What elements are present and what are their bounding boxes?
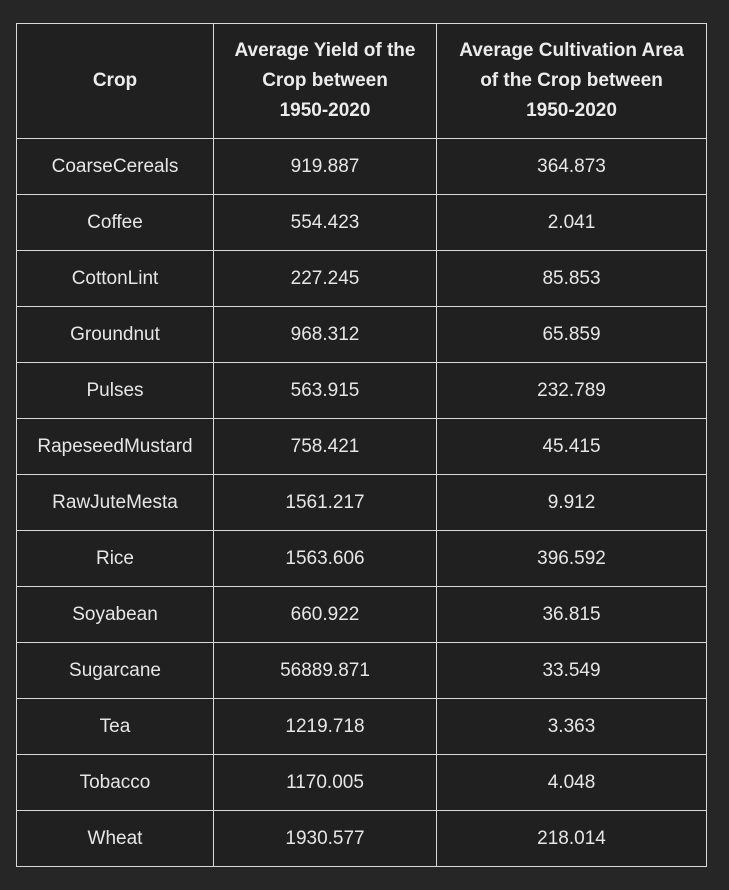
cell-area: 396.592 [436, 530, 707, 587]
cell-crop: Pulses [16, 362, 214, 419]
cell-area: 3.363 [436, 698, 707, 755]
cell-yield: 1930.577 [213, 810, 437, 867]
table-row: Soyabean 660.922 36.815 [16, 586, 707, 643]
header-average-yield-line: Crop between [262, 70, 388, 91]
table-row: Sugarcane 56889.871 33.549 [16, 642, 707, 699]
cell-crop: Wheat [16, 810, 214, 867]
cell-area: 4.048 [436, 754, 707, 811]
table-row: CottonLint 227.245 85.853 [16, 250, 707, 307]
table-row: Coffee 554.423 2.041 [16, 194, 707, 251]
header-average-area-line: Average Cultivation Area [459, 40, 684, 61]
cell-area: 364.873 [436, 138, 707, 195]
cell-crop: CoarseCereals [16, 138, 214, 195]
table-header-row: Crop Average Yield of the Crop between 1… [16, 23, 707, 139]
cell-crop: RawJuteMesta [16, 474, 214, 531]
cell-yield: 56889.871 [213, 642, 437, 699]
cell-yield: 227.245 [213, 250, 437, 307]
cell-area: 36.815 [436, 586, 707, 643]
header-average-yield: Average Yield of the Crop between 1950-2… [213, 23, 437, 139]
cell-yield: 563.915 [213, 362, 437, 419]
cell-yield: 554.423 [213, 194, 437, 251]
cell-area: 2.041 [436, 194, 707, 251]
cell-yield: 968.312 [213, 306, 437, 363]
cell-area: 33.549 [436, 642, 707, 699]
cell-area: 218.014 [436, 810, 707, 867]
cell-crop: RapeseedMustard [16, 418, 214, 475]
table-row: RapeseedMustard 758.421 45.415 [16, 418, 707, 475]
cell-yield: 660.922 [213, 586, 437, 643]
crop-data-table: Crop Average Yield of the Crop between 1… [16, 23, 707, 867]
cell-yield: 919.887 [213, 138, 437, 195]
cell-area: 65.859 [436, 306, 707, 363]
cell-crop: Tobacco [16, 754, 214, 811]
cell-area: 232.789 [436, 362, 707, 419]
table-row: RawJuteMesta 1561.217 9.912 [16, 474, 707, 531]
cell-yield: 1563.606 [213, 530, 437, 587]
table-row: CoarseCereals 919.887 364.873 [16, 138, 707, 195]
cell-area: 85.853 [436, 250, 707, 307]
cell-yield: 1561.217 [213, 474, 437, 531]
header-average-yield-line: Average Yield of the [234, 40, 416, 61]
cell-yield: 1170.005 [213, 754, 437, 811]
header-crop: Crop [16, 23, 214, 139]
cell-crop: Coffee [16, 194, 214, 251]
table-row: Groundnut 968.312 65.859 [16, 306, 707, 363]
table-row: Tobacco 1170.005 4.048 [16, 754, 707, 811]
cell-area: 45.415 [436, 418, 707, 475]
cell-yield: 1219.718 [213, 698, 437, 755]
cell-yield: 758.421 [213, 418, 437, 475]
cell-crop: Sugarcane [16, 642, 214, 699]
cell-crop: Rice [16, 530, 214, 587]
cell-crop: Tea [16, 698, 214, 755]
header-average-area-line: 1950-2020 [526, 100, 617, 121]
cell-crop: Soyabean [16, 586, 214, 643]
table-container: Crop Average Yield of the Crop between 1… [16, 23, 707, 867]
table-row: Pulses 563.915 232.789 [16, 362, 707, 419]
table-row: Rice 1563.606 396.592 [16, 530, 707, 587]
table-row: Tea 1219.718 3.363 [16, 698, 707, 755]
header-average-cultivation-area: Average Cultivation Area of the Crop bet… [436, 23, 707, 139]
cell-crop: CottonLint [16, 250, 214, 307]
header-average-area-line: of the Crop between [480, 70, 663, 91]
cell-crop: Groundnut [16, 306, 214, 363]
table-row: Wheat 1930.577 218.014 [16, 810, 707, 867]
cell-area: 9.912 [436, 474, 707, 531]
header-average-yield-line: 1950-2020 [279, 100, 371, 121]
